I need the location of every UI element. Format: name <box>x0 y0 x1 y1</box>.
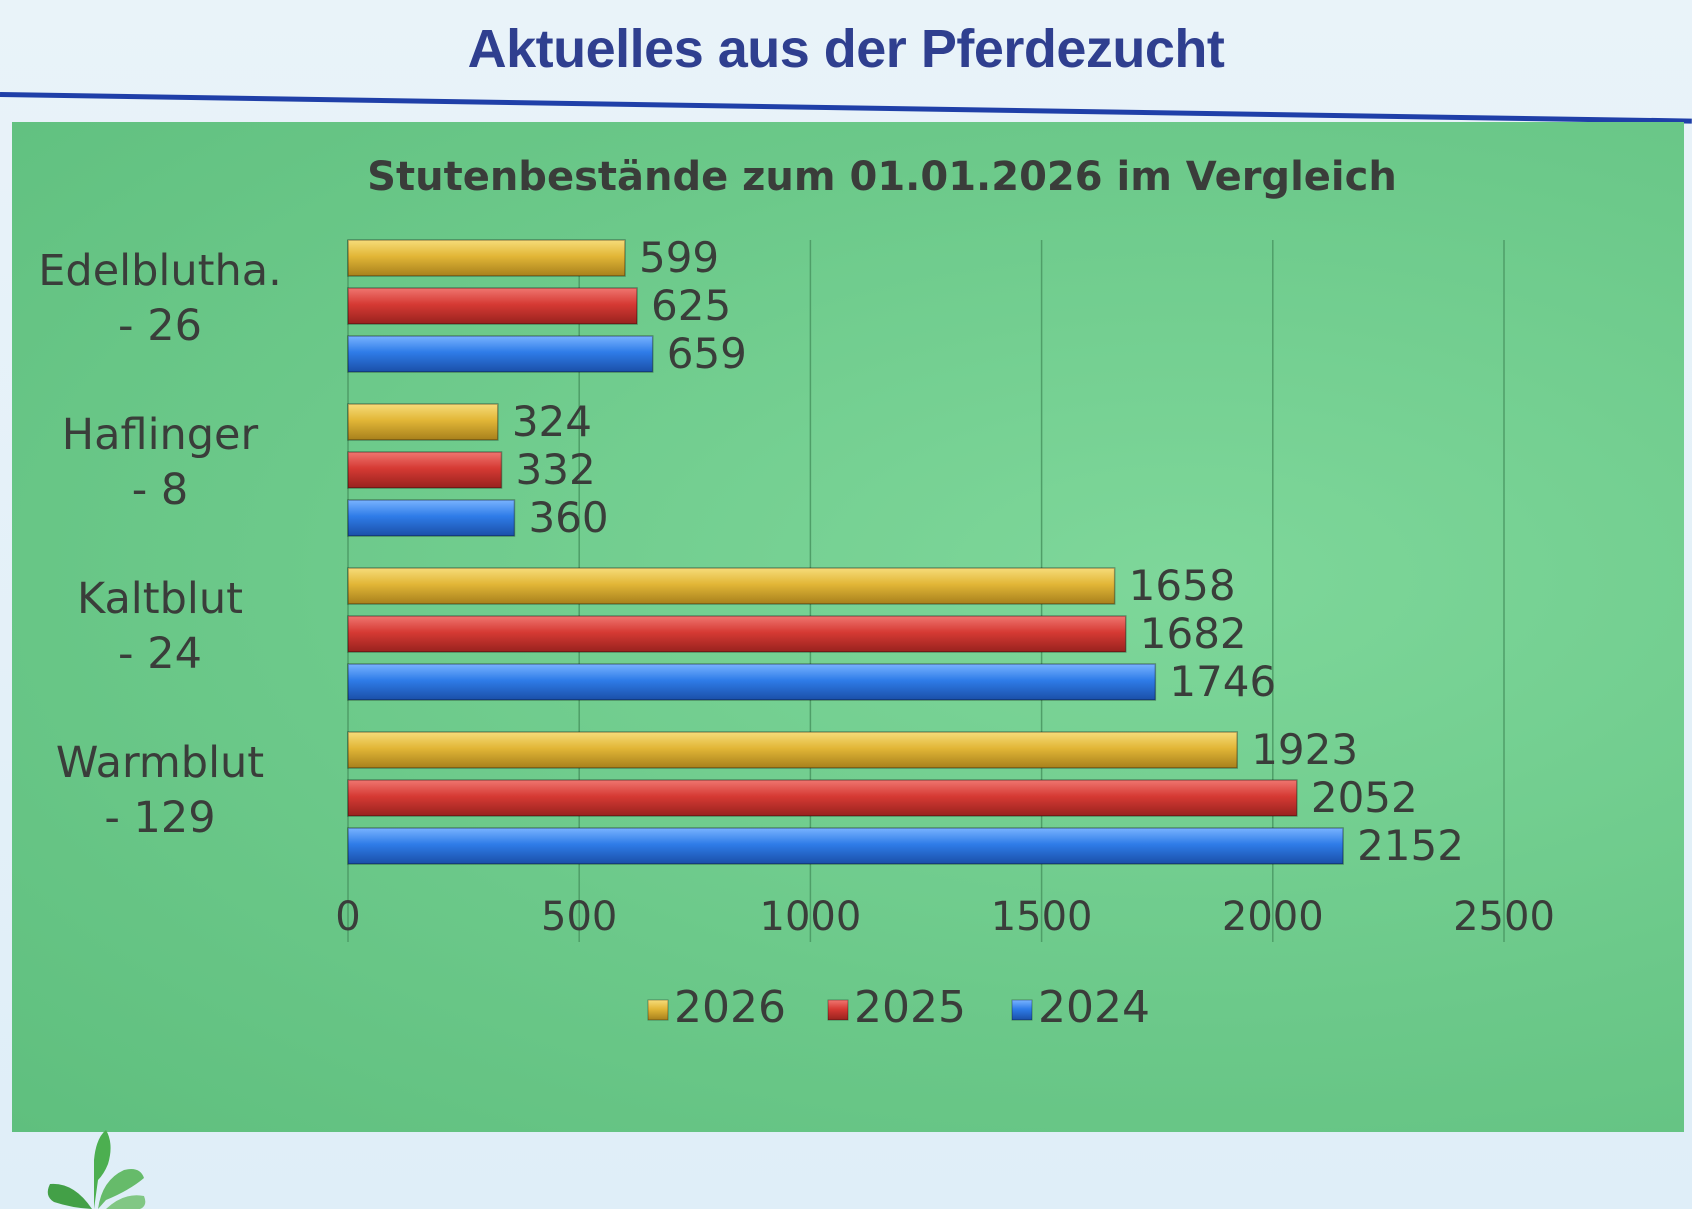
legend-label: 2026 <box>674 982 786 1033</box>
category-difference: - 129 <box>104 793 215 843</box>
legend-swatch-2024 <box>1011 999 1033 1021</box>
x-tick-label: 2500 <box>1453 894 1555 940</box>
category-label: Haflinger <box>62 410 259 460</box>
data-label: 659 <box>667 329 747 378</box>
data-label: 2152 <box>1357 821 1464 870</box>
data-label: 360 <box>528 493 608 542</box>
x-tick-label: 500 <box>541 894 617 940</box>
category-label: Edelblutha. <box>38 246 282 296</box>
bar-2024 <box>347 499 516 537</box>
bar-2025 <box>347 615 1127 653</box>
x-tick-label: 1000 <box>760 894 862 940</box>
bar-2024 <box>347 827 1344 865</box>
x-tick-label: 2000 <box>1222 894 1324 940</box>
data-label: 1658 <box>1129 561 1236 610</box>
chart-title: Stutenbestände zum 01.01.2026 im Verglei… <box>367 154 1397 200</box>
bar-2024 <box>347 335 654 373</box>
bar-2025 <box>347 779 1298 817</box>
data-label: 332 <box>516 445 596 494</box>
data-label: 324 <box>512 397 592 446</box>
legend-label: 2024 <box>1038 982 1150 1033</box>
bar-2024 <box>347 663 1157 701</box>
category-label: Warmblut <box>56 738 264 788</box>
bar-2026 <box>347 403 499 441</box>
bar-2026 <box>347 731 1238 769</box>
legend-label: 2025 <box>854 982 966 1033</box>
logo-icon <box>47 1130 146 1209</box>
chart-panel: Stutenbestände zum 01.01.2026 im Verglei… <box>12 122 1684 1132</box>
data-label: 2052 <box>1311 773 1418 822</box>
bar-2026 <box>347 239 626 277</box>
legend-swatch-2025 <box>827 999 849 1021</box>
bar-2026 <box>347 567 1116 605</box>
category-difference: - 26 <box>118 301 202 351</box>
x-tick-label: 0 <box>335 894 360 940</box>
category-difference: - 24 <box>118 629 202 679</box>
data-label: 1682 <box>1140 609 1247 658</box>
bar-2025 <box>347 287 638 325</box>
x-tick-label: 1500 <box>991 894 1093 940</box>
data-label: 599 <box>639 233 719 282</box>
category-difference: - 8 <box>132 465 189 515</box>
category-label: Kaltblut <box>77 574 243 624</box>
legend: 2026 2025 2024 <box>647 982 1150 1033</box>
data-label: 1746 <box>1169 657 1276 706</box>
legend-swatch-2026 <box>647 999 669 1021</box>
title-divider <box>0 92 1692 124</box>
data-label: 625 <box>651 281 731 330</box>
bar-chart: Stutenbestände zum 01.01.2026 im Verglei… <box>38 154 1555 1033</box>
slide-title: Aktuelles aus der Pferdezucht <box>467 19 1225 79</box>
data-label: 1923 <box>1251 725 1358 774</box>
bar-2025 <box>347 451 503 489</box>
